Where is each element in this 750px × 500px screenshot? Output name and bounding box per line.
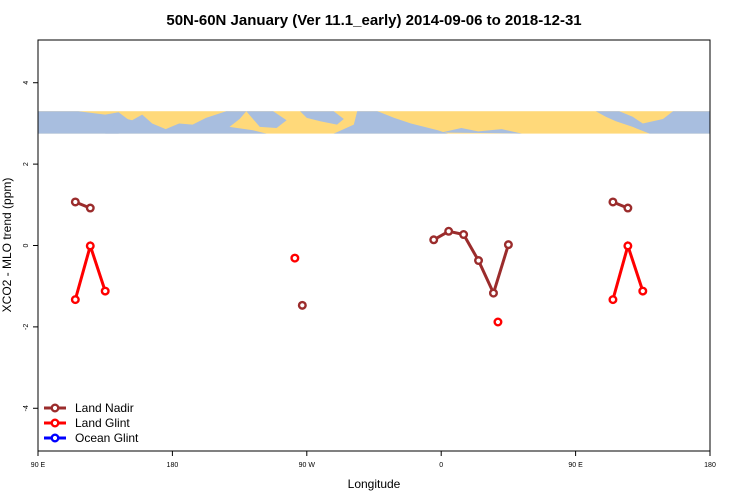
- x-tick-label-0: 90 E: [31, 462, 46, 469]
- land-glint-point-0-2: [100, 286, 110, 296]
- y-tick-label-3: 2: [23, 162, 30, 166]
- y-tick-label-2: 0: [23, 243, 30, 247]
- x-tick-label-5: 180: [704, 462, 716, 469]
- land-nadir-point-0-1: [85, 203, 95, 213]
- y-tick-label-4: 4: [23, 81, 30, 85]
- legend-marker-ocean-glint: [50, 433, 60, 443]
- map-ocean-region-1: [105, 111, 267, 134]
- series-land-glint: [70, 240, 648, 327]
- chart-title: 50N-60N January (Ver 11.1_early) 2014-09…: [166, 12, 581, 29]
- plot-frame: [37, 39, 711, 452]
- x-tick-label-3: 0: [439, 462, 443, 469]
- map-ocean-region-5: [441, 128, 522, 134]
- land-glint-point-0-0: [70, 295, 80, 305]
- land-nadir-point-2-2: [459, 230, 469, 240]
- land-glint-point-2-0: [493, 317, 503, 327]
- legend-marker-land-nadir: [50, 403, 60, 413]
- land-glint-point-3-0: [608, 295, 618, 305]
- map-strip: [38, 111, 710, 134]
- map-ocean-region-2: [246, 111, 287, 128]
- land-nadir-point-2-5: [503, 240, 513, 250]
- land-glint-point-0-1: [85, 241, 95, 251]
- land-nadir-line-2: [432, 229, 510, 298]
- map-ocean-region-7: [679, 113, 700, 132]
- series-land-nadir: [70, 197, 633, 310]
- land-glint-point-3-2: [638, 286, 648, 296]
- map-ocean-region-0: [38, 111, 133, 134]
- land-nadir-point-2-0: [429, 235, 439, 245]
- y-axis: -4 -2 0 2 4: [23, 81, 38, 411]
- series-layer: [70, 197, 648, 327]
- land-nadir-point-0-0: [70, 197, 80, 207]
- x-tick-label-2: 90 W: [299, 462, 316, 469]
- legend-label-land-glint: Land Glint: [75, 416, 130, 430]
- land-nadir-point-3-0: [608, 197, 618, 207]
- land-glint-line-3: [611, 240, 645, 301]
- x-axis-label: Longitude: [348, 477, 401, 491]
- map-ocean-region-6: [595, 111, 710, 134]
- map-ocean-region-3: [300, 111, 344, 125]
- legend-marker-land-glint: [50, 418, 60, 428]
- land-glint-line-0: [73, 240, 107, 301]
- x-axis: 90 E 180 90 W 0 90 E 180: [31, 451, 716, 469]
- legend-label-land-nadir: Land Nadir: [75, 401, 134, 415]
- y-tick-label-0: -4: [23, 405, 30, 411]
- land-nadir-point-2-1: [444, 226, 454, 236]
- land-glint-point-1-0: [290, 253, 300, 263]
- land-nadir-point-3-1: [623, 203, 633, 213]
- map-ocean-region-4: [333, 111, 448, 134]
- legend-label-ocean-glint: Ocean Glint: [75, 431, 139, 445]
- y-axis-label: XCO2 - MLO trend (ppm): [0, 178, 14, 313]
- x-tick-label-4: 90 E: [568, 462, 583, 469]
- land-nadir-point-2-3: [474, 256, 484, 266]
- land-nadir-point-2-4: [488, 288, 498, 298]
- x-tick-label-1: 180: [167, 462, 179, 469]
- land-nadir-point-1-0: [297, 300, 307, 310]
- land-glint-point-3-1: [623, 241, 633, 251]
- y-tick-label-1: -2: [23, 324, 30, 330]
